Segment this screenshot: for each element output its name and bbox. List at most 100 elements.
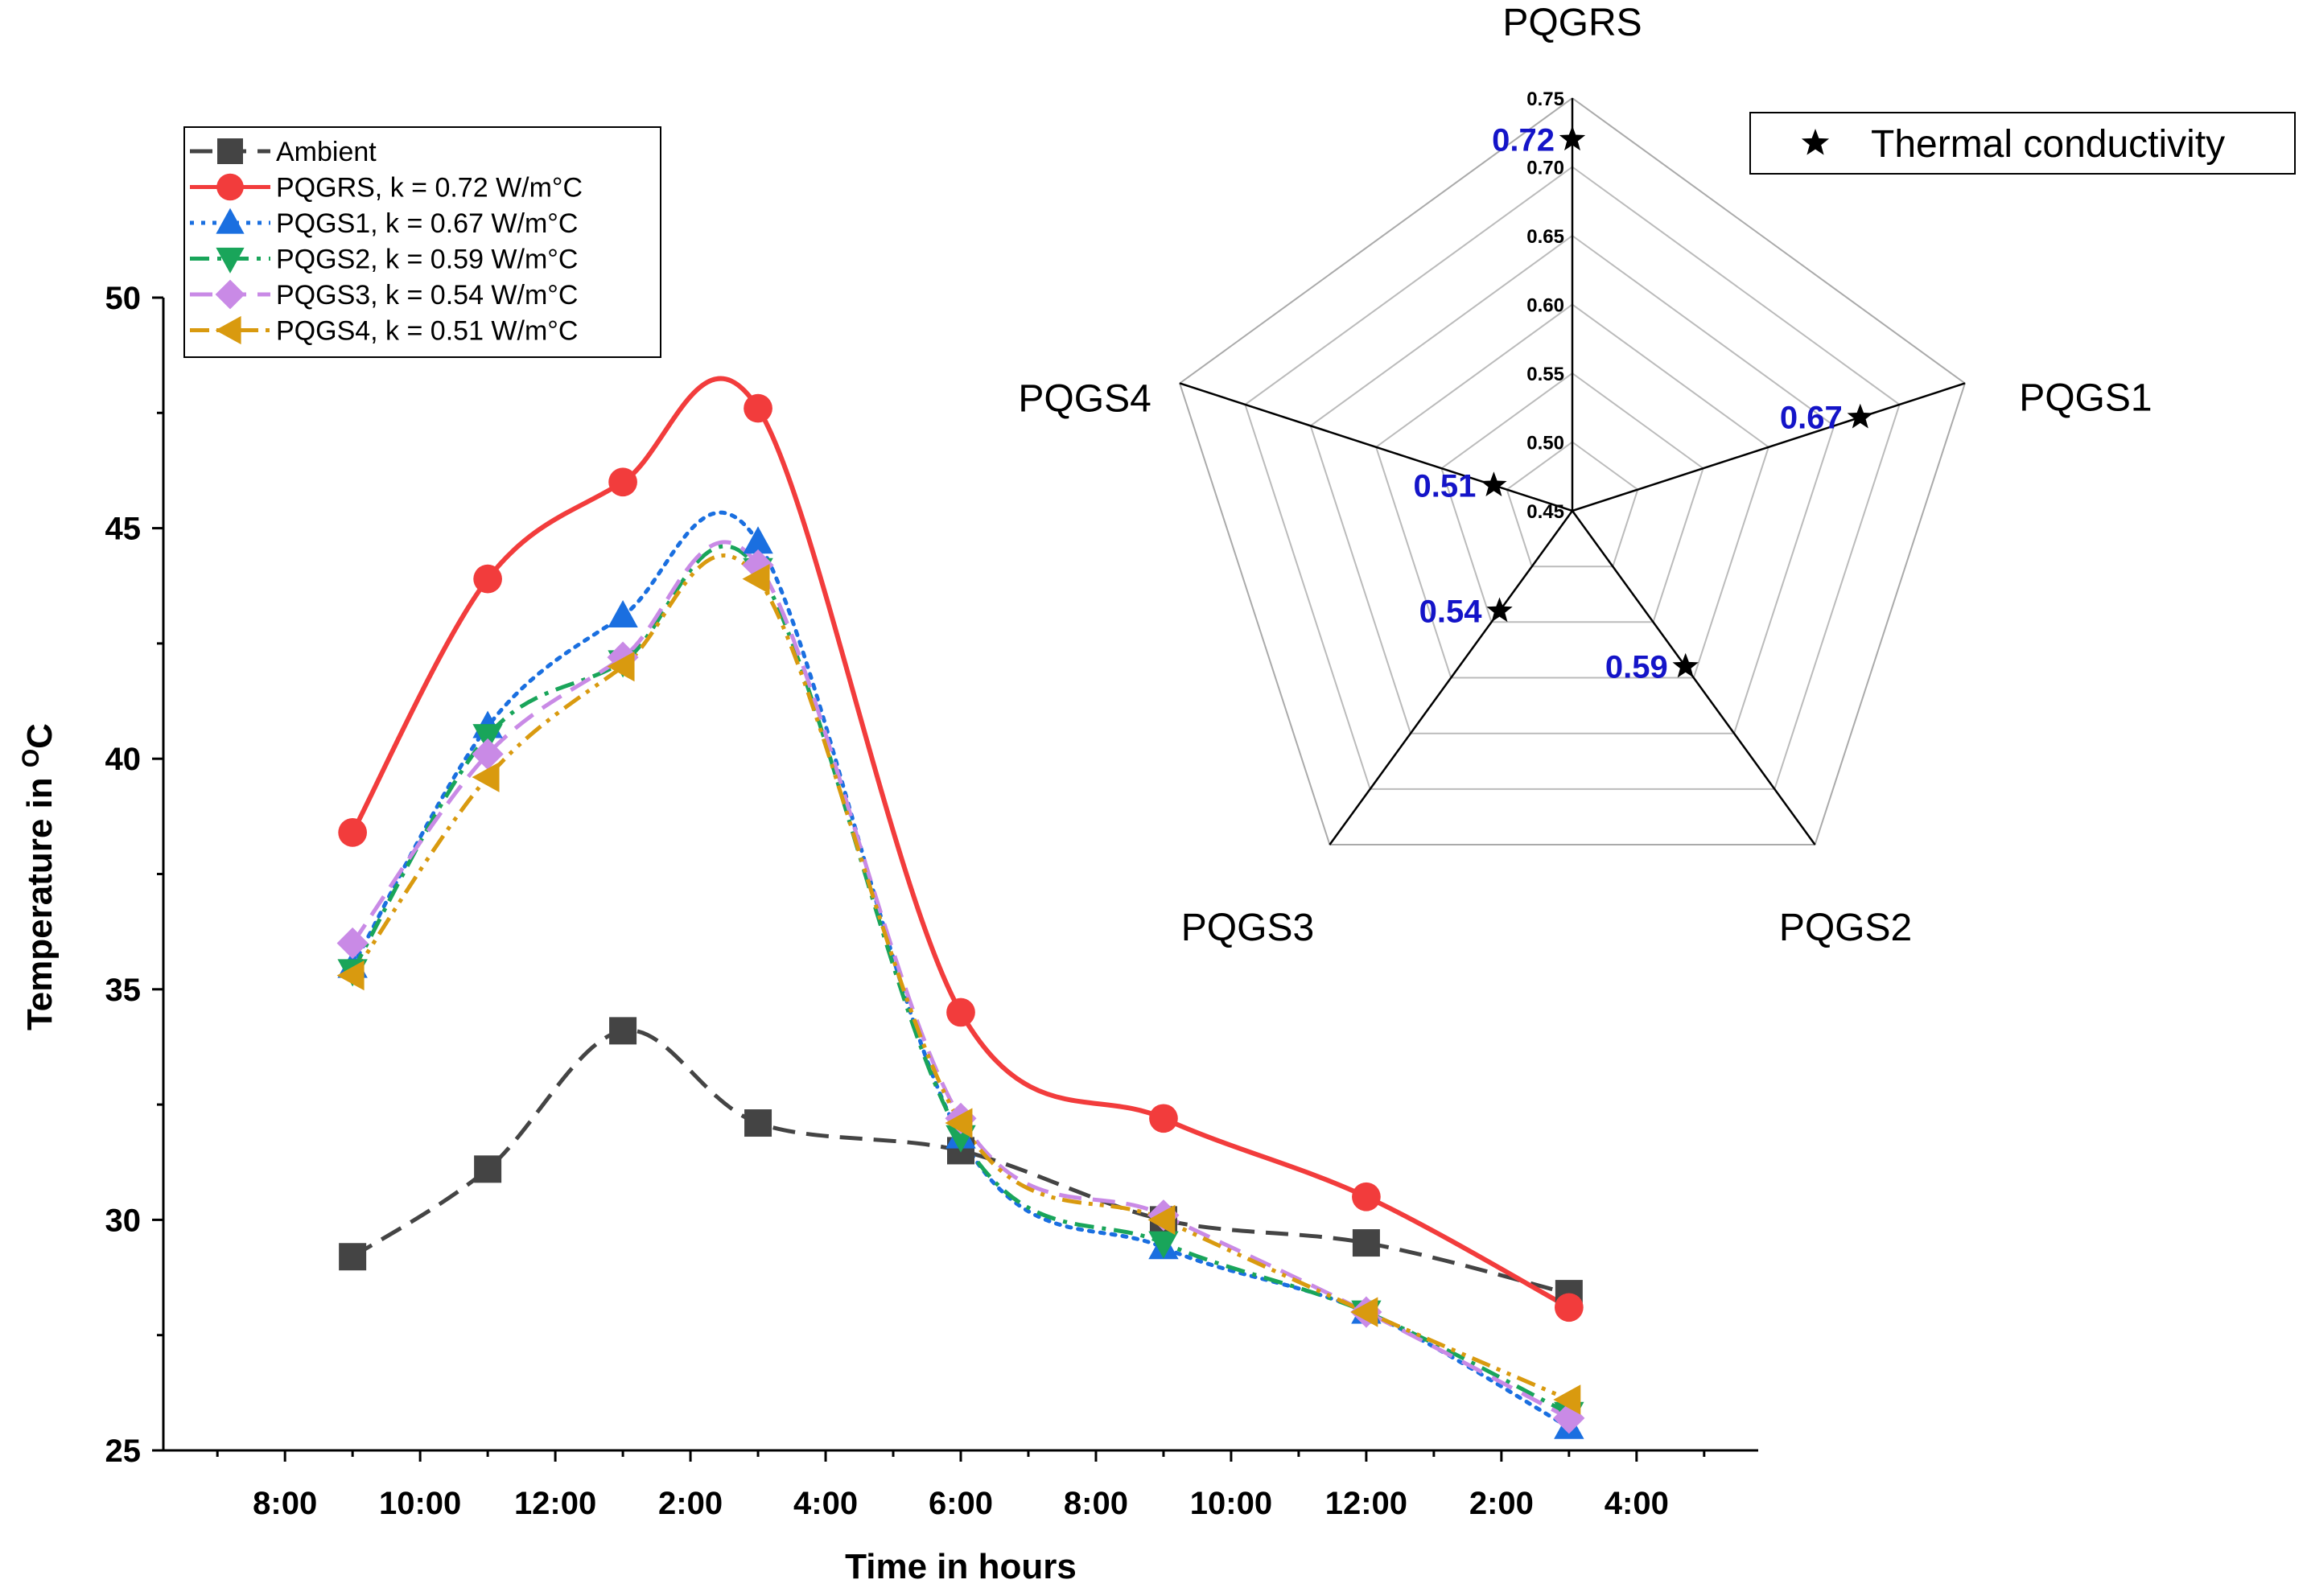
radar-tick-label: 0.50 (1526, 433, 1564, 455)
radar-axis-label: PQGS1 (2019, 376, 2152, 419)
data-point (338, 818, 368, 847)
radar-axis-labels: PQGRS PQGS1 PQGS2 PQGS3 PQGS4 (1018, 2, 2152, 949)
data-point (1350, 1297, 1378, 1327)
line-series-group (350, 376, 1572, 1429)
legend-label: PQGS3, k = 0.54 W/m°C (276, 280, 578, 311)
x-axis-ticks: 8:00 10:00 12:00 2:00 4:00 6:00 8:00 10:00 12:00… (216, 1450, 1706, 1521)
radar-axis-label: PQGS3 (1181, 907, 1314, 949)
data-point (473, 564, 502, 594)
y-axis-ticks: 25 30 35 40 45 50 (105, 281, 163, 1469)
radar-tick-label: 0.60 (1526, 295, 1564, 317)
data-point (742, 563, 770, 594)
radar-axis-label: PQGS4 (1018, 377, 1151, 420)
radar-grid-ring (1440, 372, 1704, 623)
series-line (350, 510, 1572, 1429)
radar-spoke (1329, 510, 1574, 845)
x-tick-label: 2:00 (658, 1486, 723, 1521)
data-point (946, 998, 975, 1027)
data-point (474, 1155, 502, 1183)
radar-axis-label: PQGRS (1502, 2, 1642, 44)
data-point (1147, 1204, 1176, 1236)
radar-legend-frame (1749, 112, 2296, 175)
thermal-conductivity-radar-chart: 0.450.500.550.600.650.700.75 PQGRSPQGS1P… (1018, 2, 2296, 949)
data-point (1352, 1229, 1380, 1257)
data-point (472, 762, 500, 792)
legend-marker (216, 173, 244, 201)
data-point (336, 960, 365, 991)
y-axis-title-unit: C (20, 723, 60, 749)
data-point (336, 927, 369, 960)
y-axis-title-text: Temperature in (20, 767, 60, 1030)
legend-marker (216, 208, 245, 234)
radar-grid-ring (1374, 303, 1770, 679)
radar-tick-label: 0.65 (1526, 226, 1564, 248)
data-point (609, 1017, 637, 1045)
data-point (339, 1243, 367, 1271)
legend-marker (217, 138, 243, 164)
radar-grid (1178, 97, 1967, 845)
radar-value-label: 0.67 (1780, 401, 1843, 436)
data-point (608, 467, 637, 497)
y-tick-label: 45 (105, 512, 142, 547)
x-tick-label: 4:00 (1605, 1486, 1669, 1521)
data-point (1148, 1231, 1179, 1259)
x-tick-label: 12:00 (514, 1486, 596, 1521)
radar-tick-label: 0.45 (1526, 501, 1564, 523)
y-axis-title: Temperature in OC (18, 723, 60, 1030)
y-tick-label: 25 (105, 1434, 142, 1469)
radar-spoke (1572, 382, 1966, 512)
data-point (472, 724, 503, 752)
x-axis-title: Time in hours (845, 1547, 1077, 1586)
legend-label: PQGS2, k = 0.59 W/m°C (276, 245, 578, 275)
data-point (607, 651, 635, 682)
radar-grid-ring (1178, 97, 1967, 845)
series-line (351, 1028, 1570, 1296)
x-tick-label: 6:00 (929, 1486, 993, 1521)
y-tick-label: 50 (105, 281, 142, 316)
radar-tick-label: 0.75 (1526, 88, 1564, 110)
data-point (1553, 1384, 1581, 1415)
radar-points: 0.72 0.67 0.59 0.54 0.51 (1414, 122, 1873, 685)
x-tick-label: 10:00 (379, 1486, 461, 1521)
line-markers-group (336, 393, 1585, 1439)
series-line (351, 540, 1570, 1421)
series-line (351, 553, 1570, 1402)
radar-grid-ring (1309, 234, 1835, 734)
data-point (744, 393, 772, 423)
radar-spoke (1571, 510, 1816, 845)
x-tick-label: 4:00 (793, 1486, 858, 1521)
radar-grid-ring (1506, 441, 1639, 568)
line-chart-legend: Ambient PQGRS, k = 0.72 W/m°C PQGS1, k = 0… (183, 126, 661, 358)
data-point (945, 1108, 973, 1138)
x-tick-label: 2:00 (1469, 1486, 1534, 1521)
legend-label: PQGRS, k = 0.72 W/m°C (276, 173, 583, 204)
radar-star-marker (1481, 471, 1507, 496)
data-point (1554, 1293, 1584, 1322)
legend-label: Ambient (276, 137, 377, 167)
radar-value-label: 0.54 (1419, 594, 1483, 630)
data-point (744, 1109, 772, 1137)
y-tick-label: 30 (105, 1203, 142, 1238)
radar-axis-label: PQGS2 (1779, 907, 1912, 949)
x-tick-label: 10:00 (1190, 1486, 1272, 1521)
radar-ticks: 0.45 0.50 0.55 0.60 0.65 0.70 0.75 (1526, 88, 1564, 523)
data-point (608, 599, 638, 627)
radar-legend-star (1801, 129, 1830, 155)
radar-legend: Thermal conductivity (1749, 112, 2296, 175)
radar-legend-label: Thermal conductivity (1871, 123, 2225, 166)
data-point (1352, 1182, 1381, 1211)
legend-marker (215, 279, 245, 310)
y-tick-label: 40 (105, 742, 142, 777)
legend-frame (183, 126, 661, 358)
radar-star-marker (1847, 403, 1873, 429)
legend-marker (215, 315, 241, 345)
legend-label: PQGS4, k = 0.51 W/m°C (276, 316, 578, 347)
legend-marker (216, 247, 245, 274)
series-line (351, 544, 1570, 1416)
y-axis-title-superscript: O (18, 749, 44, 767)
radar-star-marker (1672, 652, 1699, 678)
series-line (350, 376, 1571, 1310)
radar-spoke (1179, 382, 1573, 512)
